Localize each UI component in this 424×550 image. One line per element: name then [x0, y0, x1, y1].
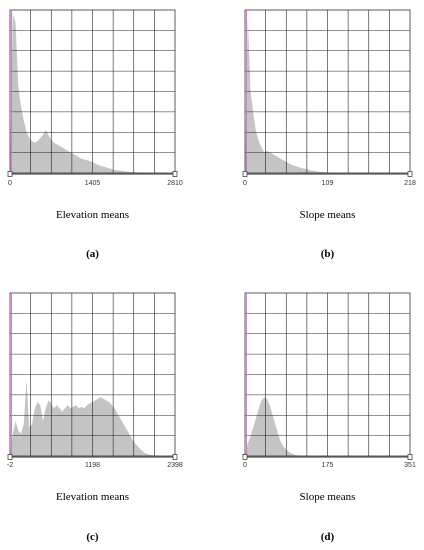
- axis-label: Elevation means: [56, 491, 129, 503]
- axis-label: Elevation means: [56, 209, 129, 221]
- tick-label: 351: [404, 462, 416, 469]
- chart-a: 0 1405 2810 Elevation means (a): [7, 9, 183, 260]
- range-handle-left: [242, 454, 248, 460]
- range-handle-left: [7, 454, 13, 460]
- range-handle-left: [7, 171, 13, 177]
- histogram-area: [10, 14, 175, 173]
- tick-label: 109: [322, 180, 334, 187]
- tick-label: 0: [243, 462, 247, 469]
- tick-label: 175: [322, 462, 334, 469]
- panel-label: (b): [321, 248, 335, 260]
- range-handle-right: [172, 171, 178, 177]
- range-handle-right: [172, 454, 178, 460]
- chart-c: -2 1198 2398 Elevation means (c): [7, 292, 183, 543]
- panel-label: (c): [86, 531, 99, 543]
- range-handle-right: [407, 454, 413, 460]
- panel-label: (a): [86, 248, 99, 260]
- plot-frame: [9, 9, 176, 174]
- range-handle-right: [407, 171, 413, 177]
- histogram-area: [245, 397, 410, 456]
- tick-label: 1405: [85, 180, 101, 187]
- plot-frame: [244, 292, 411, 457]
- range-handle-left: [242, 171, 248, 177]
- tick-label: 2810: [167, 180, 183, 187]
- plot-frame: [9, 292, 176, 457]
- histogram-area: [245, 17, 410, 174]
- tick-label: -2: [7, 462, 13, 469]
- axis-label: Slope means: [300, 209, 356, 221]
- chart-d: 0 175 351 Slope means (d): [242, 292, 416, 543]
- chart-b: 0 109 218 Slope means (b): [242, 9, 416, 260]
- panel-label: (d): [321, 531, 335, 543]
- tick-label: 0: [8, 180, 12, 187]
- tick-label: 0: [243, 180, 247, 187]
- tick-label: 218: [404, 180, 416, 187]
- tick-label: 2398: [167, 462, 183, 469]
- axis-label: Slope means: [300, 491, 356, 503]
- tick-label: 1198: [85, 462, 100, 469]
- plot-frame: [244, 9, 411, 174]
